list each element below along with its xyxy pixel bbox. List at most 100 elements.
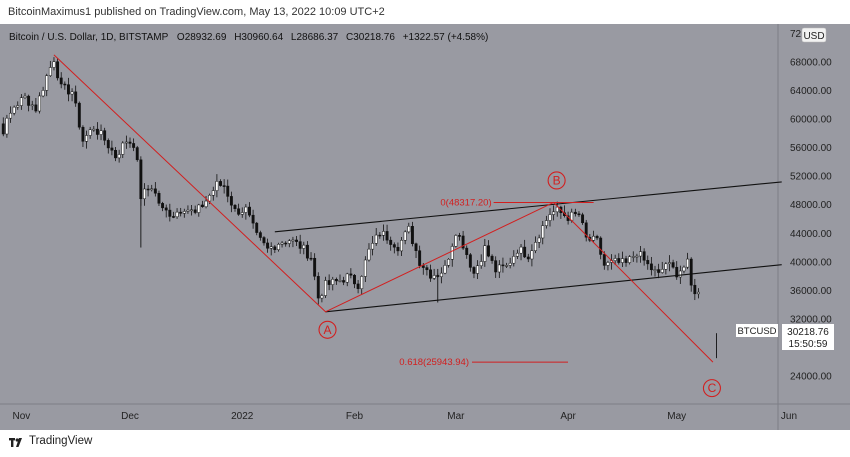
candle-body xyxy=(77,102,81,128)
candle-body xyxy=(48,67,52,76)
candle-body xyxy=(668,262,671,265)
candle-body xyxy=(327,280,331,285)
ticker-tag[interactable] xyxy=(736,324,778,337)
channel-upper-line[interactable] xyxy=(274,181,782,233)
candle-body xyxy=(345,273,349,283)
candle-body xyxy=(392,244,396,248)
tradingview-logo-icon[interactable] xyxy=(9,438,25,448)
chart[interactable]: 0(48317.20) 0.618(25943.94) A B C Bitcoi… xyxy=(0,24,850,430)
legend-change: +1322.57 (+4.58%) xyxy=(403,32,489,43)
wave-b-marker[interactable]: B xyxy=(547,171,566,190)
candle-body xyxy=(642,251,646,261)
candle-body xyxy=(63,83,67,86)
candle-body xyxy=(396,246,400,252)
candle-body xyxy=(450,246,454,260)
price-tick-label: 44000.00 xyxy=(790,229,832,240)
price-axis-top-partial: 72 xyxy=(790,29,802,40)
candle-body xyxy=(472,267,476,274)
candle-body xyxy=(12,106,16,114)
candle-body xyxy=(269,246,273,249)
candle-body xyxy=(381,231,385,236)
channel-lower-line[interactable] xyxy=(325,264,782,313)
candle-body xyxy=(324,280,327,296)
candle-body xyxy=(179,211,183,214)
candle-body xyxy=(251,214,255,224)
time-tick-label: 2022 xyxy=(231,411,254,422)
candle-body xyxy=(182,211,186,214)
candle-body xyxy=(66,84,70,95)
candle-body xyxy=(664,263,668,270)
currency-badge[interactable] xyxy=(801,27,827,43)
time-axis[interactable]: Nov Dec 2022 Feb Mar Apr May Jun xyxy=(12,411,797,422)
candle-body xyxy=(143,188,146,200)
candle-body xyxy=(378,234,382,237)
candle-body xyxy=(696,291,700,295)
candle-body xyxy=(258,232,262,238)
last-price-tag[interactable] xyxy=(782,324,834,350)
footer: TradingView xyxy=(0,430,850,457)
candle-body xyxy=(157,192,161,204)
tradingview-brand[interactable]: TradingView xyxy=(29,435,93,447)
candle-body xyxy=(689,258,693,286)
last-price: 30218.76 xyxy=(787,327,829,338)
wave-a-label: A xyxy=(324,323,332,337)
candle-body xyxy=(9,112,12,119)
candle-body xyxy=(222,185,226,187)
price-tick-label: 40000.00 xyxy=(790,257,832,268)
wave-c-marker[interactable]: C xyxy=(702,379,721,398)
candle-body xyxy=(447,259,451,266)
price-tick-label: 64000.00 xyxy=(790,86,832,97)
candle-body xyxy=(512,256,516,264)
candle-body xyxy=(291,239,295,242)
candle-body xyxy=(226,185,230,197)
candle-body xyxy=(121,142,125,155)
candle-body xyxy=(56,61,60,79)
time-tick-label: May xyxy=(667,411,686,422)
candle-body xyxy=(635,255,639,258)
candle-body xyxy=(508,262,512,266)
plot-area[interactable] xyxy=(0,24,778,404)
candle-body xyxy=(363,259,367,277)
candle-body xyxy=(244,206,248,213)
price-axis[interactable]: 68000.00 64000.00 60000.00 56000.00 52000.00… xyxy=(790,58,832,383)
candle-body xyxy=(523,246,527,258)
candle-body xyxy=(407,226,411,233)
candle-body xyxy=(85,135,89,142)
candle-body xyxy=(501,264,505,267)
currency-label: USD xyxy=(803,31,824,42)
candle-body xyxy=(186,209,190,212)
candle-body xyxy=(200,204,204,207)
candle-body xyxy=(219,181,222,186)
candle-body xyxy=(537,237,541,243)
candle-body xyxy=(41,90,45,97)
candle-body xyxy=(486,245,490,257)
bar-countdown: 15:50:59 xyxy=(789,339,828,350)
candle-body xyxy=(171,216,175,218)
candle-body xyxy=(128,141,132,144)
publisher-line: BitcoinMaximus1 published on TradingView… xyxy=(8,6,385,18)
candle-body xyxy=(117,154,121,159)
wave-a-marker[interactable]: A xyxy=(318,320,337,339)
price-tick-label: 56000.00 xyxy=(790,143,832,154)
elliott-wave-line[interactable] xyxy=(53,54,714,363)
candle-body xyxy=(349,273,353,276)
candle-body xyxy=(175,211,179,218)
price-tick-label: 68000.00 xyxy=(790,58,832,69)
candle-body xyxy=(295,239,299,242)
candle-body xyxy=(599,237,603,255)
candle-body xyxy=(458,235,461,237)
candle-body xyxy=(461,235,465,249)
candle-body xyxy=(342,280,346,283)
candle-body xyxy=(204,200,208,207)
candle-body xyxy=(660,269,664,273)
wave-c-circle xyxy=(702,379,721,398)
candle-body xyxy=(385,231,389,241)
candle-body xyxy=(88,129,92,136)
candle-body xyxy=(38,95,41,112)
candle-body xyxy=(490,255,494,261)
candle-body xyxy=(255,222,259,233)
candle-body xyxy=(92,128,96,131)
candle-body xyxy=(606,262,610,266)
time-tick-label: Nov xyxy=(12,411,30,422)
candle-body xyxy=(190,209,194,212)
